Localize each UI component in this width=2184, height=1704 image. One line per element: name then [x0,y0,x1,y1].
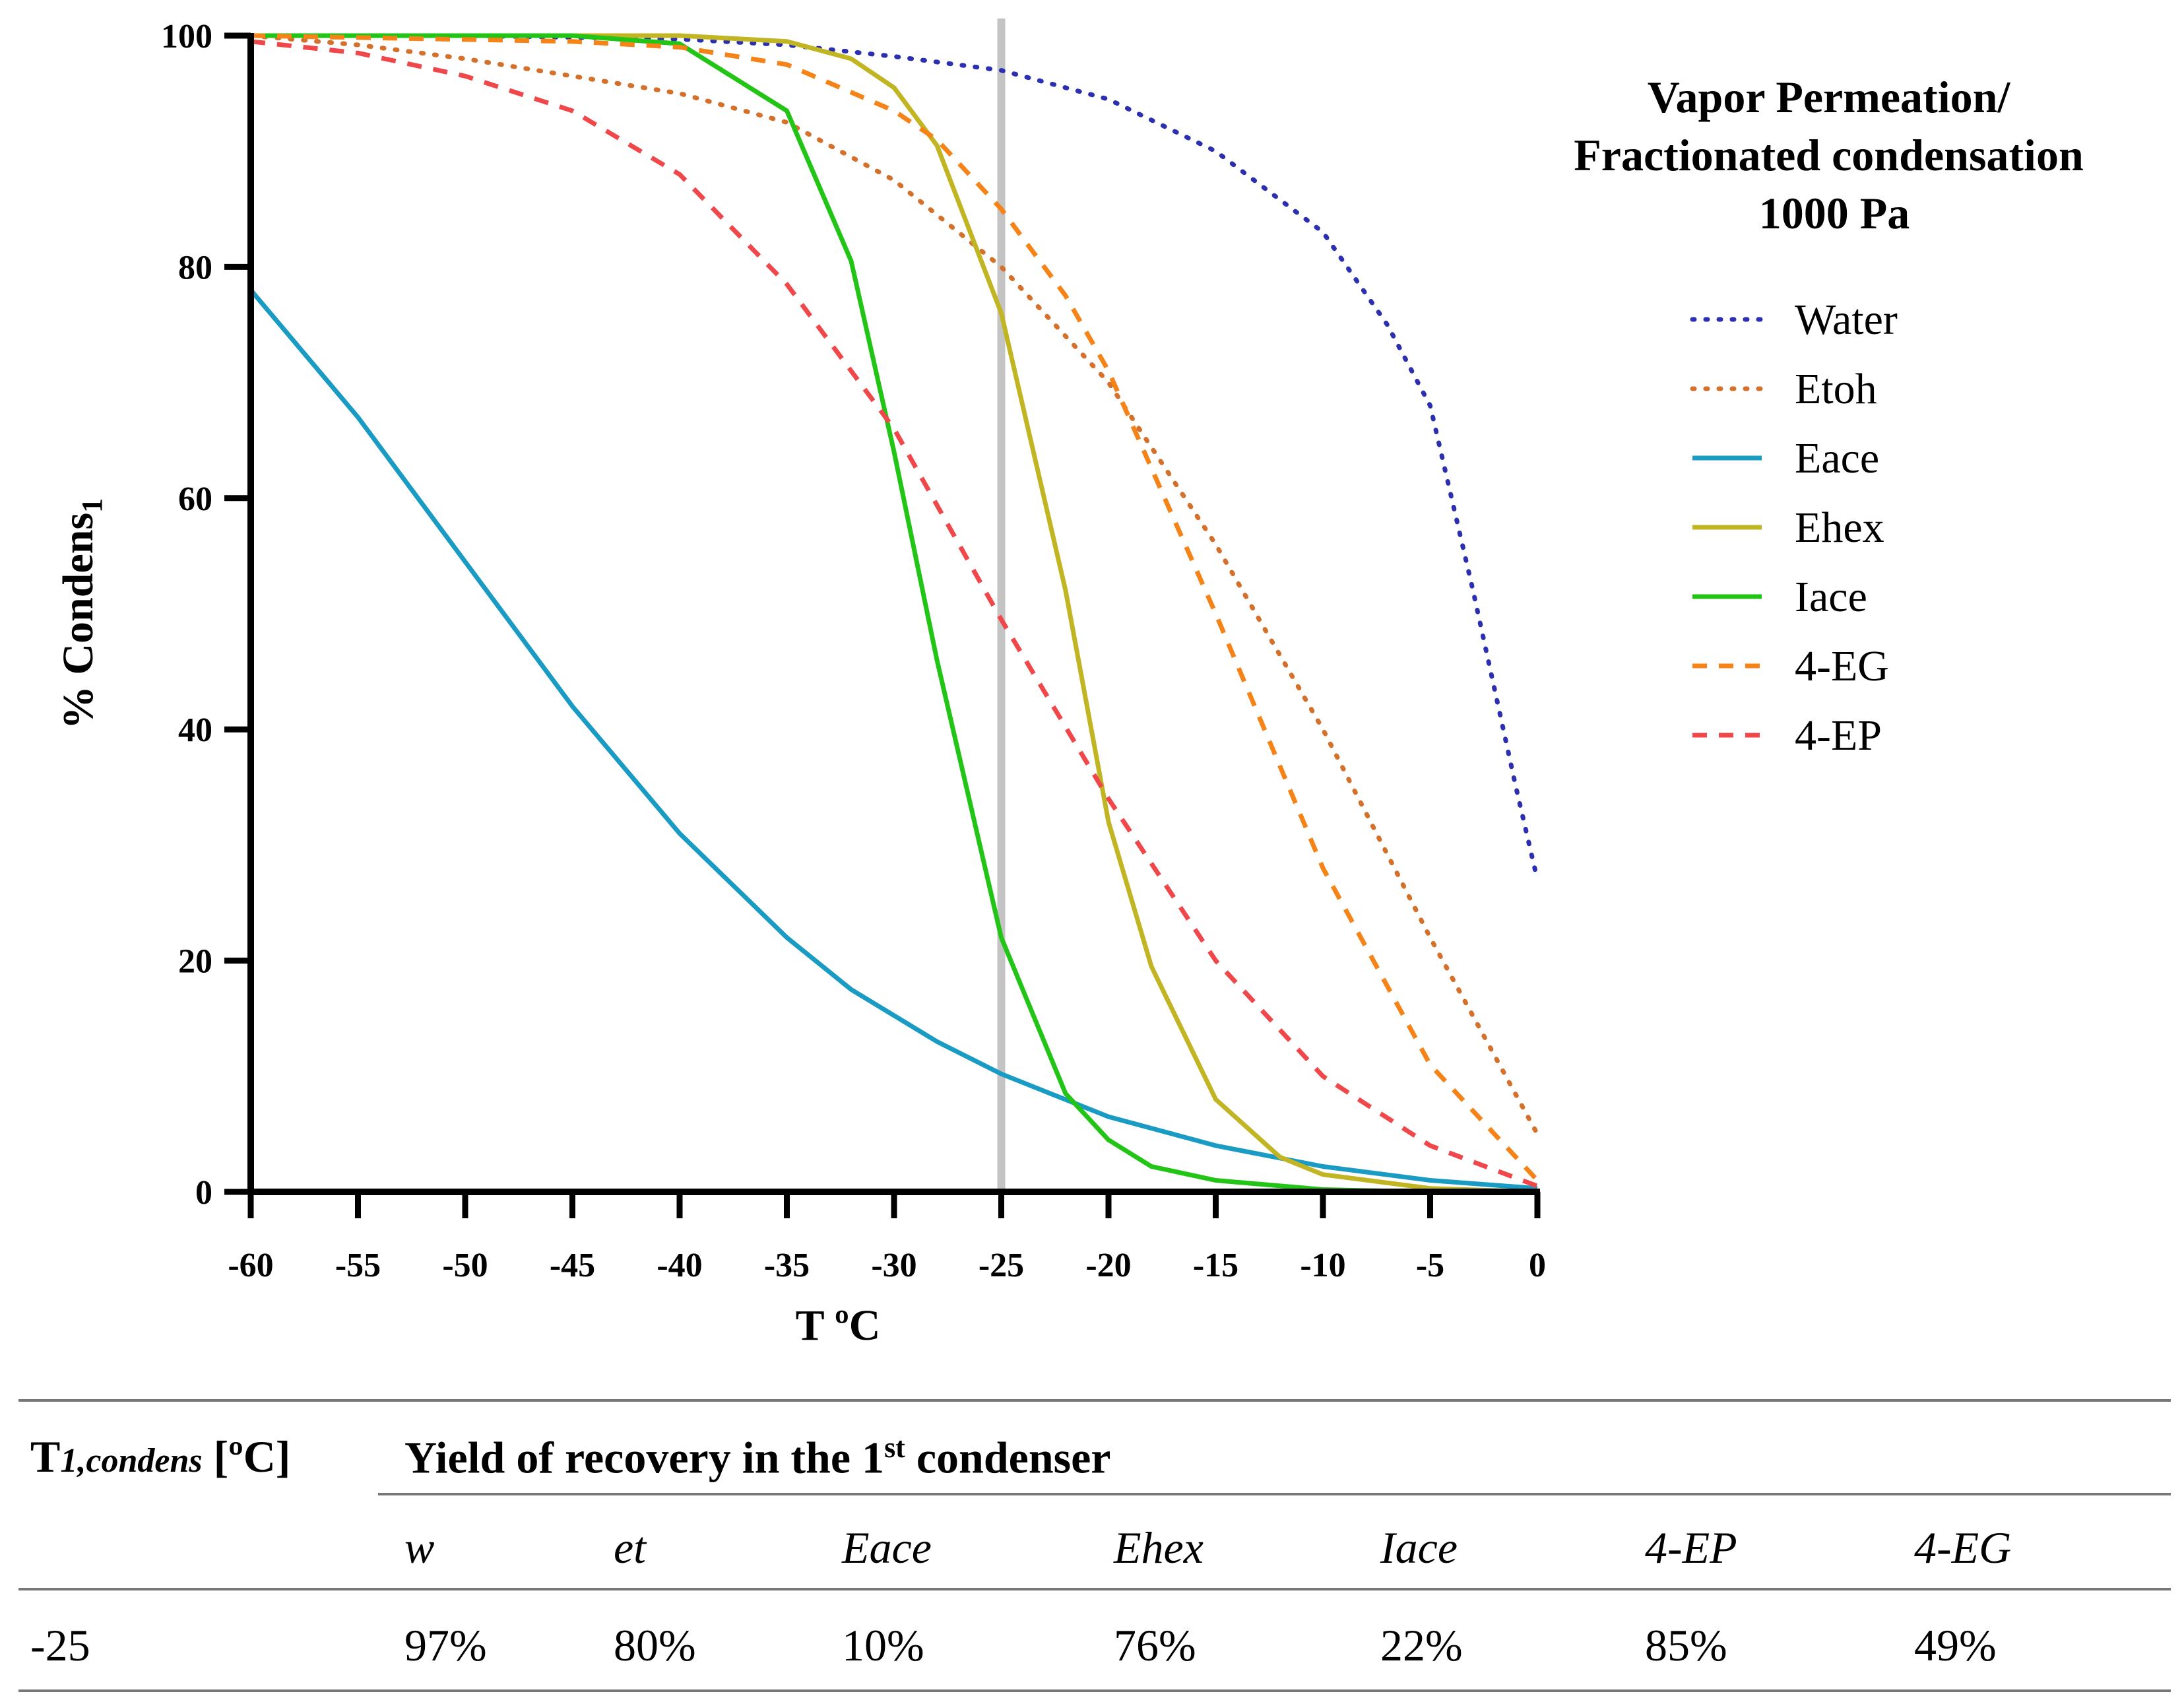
y-axis-title: % Condens1 [54,498,108,729]
x-tick-label: 0 [1529,1247,1546,1284]
x-tick-label: -40 [657,1247,702,1284]
row-value-eace: 10% [842,1620,924,1670]
legend: Water Etoh Eace Ehex Iace 4-EG 4-EP [1690,296,1898,760]
x-tick-label: -10 [1300,1247,1345,1284]
x-tick-label: -60 [228,1247,273,1284]
column-header-ehex: Ehex [1114,1523,1204,1573]
table-top-rule [18,1399,2171,1402]
chart-title-line-1: Vapor Permeation/ [1648,72,2011,122]
temperature-column-header: T1,condens [ºC] [30,1431,290,1483]
chart-title-line-3: 1000 Pa [1759,188,1910,238]
yield-header-text: Yield of recovery in the 1 [404,1432,885,1483]
row-value-iace: 22% [1380,1620,1463,1670]
temperature-header-main: T [30,1431,61,1482]
y-tick-label: 100 [161,18,212,55]
x-tick-label: -5 [1416,1247,1444,1284]
series-line-etoh [248,33,1540,1136]
y-axis-title-text: % Condens [54,513,102,729]
x-tick-label: -25 [979,1247,1024,1284]
column-header-iace: Iace [1380,1523,1458,1573]
yield-header-tail: condenser [905,1432,1111,1483]
x-tick-label: -15 [1193,1247,1238,1284]
y-tick-label: 0 [195,1174,212,1212]
series-line-iace [251,33,1537,1195]
legend-label-ehex: Ehex [1795,504,1884,552]
legend-label-etoh: Etoh [1795,365,1877,413]
chart-title-line-2: Fractionated condensation [1574,130,2084,180]
y-tick-label: 80 [178,249,212,286]
row-value-4-eg: 49% [1914,1620,1997,1670]
y-tick-label: 60 [178,480,212,518]
yield-header-superscript: st [884,1431,905,1464]
x-tick-label: -50 [442,1247,488,1284]
table-bottom-rule [18,1689,2171,1692]
legend-label-eace: Eace [1795,434,1879,482]
series-line-water [248,33,1540,882]
x-tick-label: -55 [335,1247,381,1284]
column-header-et: et [614,1523,647,1573]
chart: -60 -55 -50 -45 -40 -35 -30 -25 -20 -15 -10 -5 00204… [54,18,2095,1350]
column-header-4-eg: 4-EG [1914,1523,2012,1573]
x-tick-label: -20 [1085,1247,1131,1284]
column-header-w: w [404,1523,435,1573]
x-axis-title: T ºC [796,1301,881,1350]
column-header-4-ep: 4-EP [1645,1523,1737,1573]
row-temperature-value: -25 [30,1620,90,1670]
row-value-4-ep: 85% [1645,1620,1727,1670]
legend-label-water: Water [1795,296,1898,344]
x-tick-label: -30 [871,1247,916,1284]
x-tick-label: -35 [764,1247,810,1284]
series-line-4-eg [250,33,1539,1182]
legend-label-4-eg: 4-EG [1795,642,1889,690]
row-value-ehex: 76% [1114,1620,1196,1670]
series-line-eace [249,288,1538,1191]
series-line-ehex [251,33,1538,1195]
temperature-header-unit: [ºC] [202,1431,291,1482]
temperature-header-subscript: 1,condens [60,1442,203,1480]
yield-group-header: Yield of recovery in the 1st condenser [404,1431,1111,1484]
table-header-rule [18,1588,2171,1590]
x-tick-label: -45 [550,1247,595,1284]
legend-label-iace: Iace [1795,573,1867,621]
series-line-4-ep [250,39,1539,1189]
y-tick-label: 20 [178,943,212,981]
chart-title: Vapor Permeation/ Fractionated condensat… [1574,72,2095,238]
row-value-w: 97% [404,1620,487,1670]
y-axis-title-subscript: 1 [76,498,108,513]
legend-label-4-ep: 4-EP [1795,711,1882,760]
table-group-rule [378,1493,2171,1495]
y-tick-label: 40 [178,711,212,749]
column-header-eace: Eace [842,1523,932,1573]
row-value-et: 80% [614,1620,696,1670]
